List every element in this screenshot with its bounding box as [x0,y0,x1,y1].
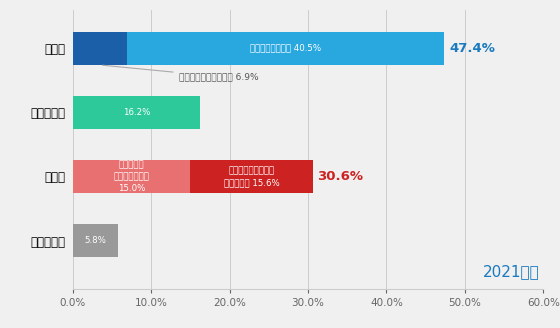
Bar [73,224,118,257]
Bar [190,160,312,193]
Text: 2021年度: 2021年度 [483,264,539,279]
Bar [73,160,190,193]
Text: 16.2%: 16.2% [123,108,150,117]
Text: 5.8%: 5.8% [85,236,106,245]
Bar [73,31,127,65]
Bar [73,96,200,129]
Bar [127,31,445,65]
Text: 昔の方が、
少し平和だった
15.0%: 昔の方が、 少し平和だった 15.0% [114,160,150,193]
Text: 昔の方が、ずいぶん
平和だった 15.6%: 昔の方が、ずいぶん 平和だった 15.6% [223,166,279,187]
Text: 30.6%: 30.6% [318,170,363,183]
Text: 47.4%: 47.4% [449,42,495,55]
Text: ずいぶん平和になった 6.9%: ずいぶん平和になった 6.9% [102,65,258,81]
Text: 少し平和になった 40.5%: 少し平和になった 40.5% [250,44,321,53]
